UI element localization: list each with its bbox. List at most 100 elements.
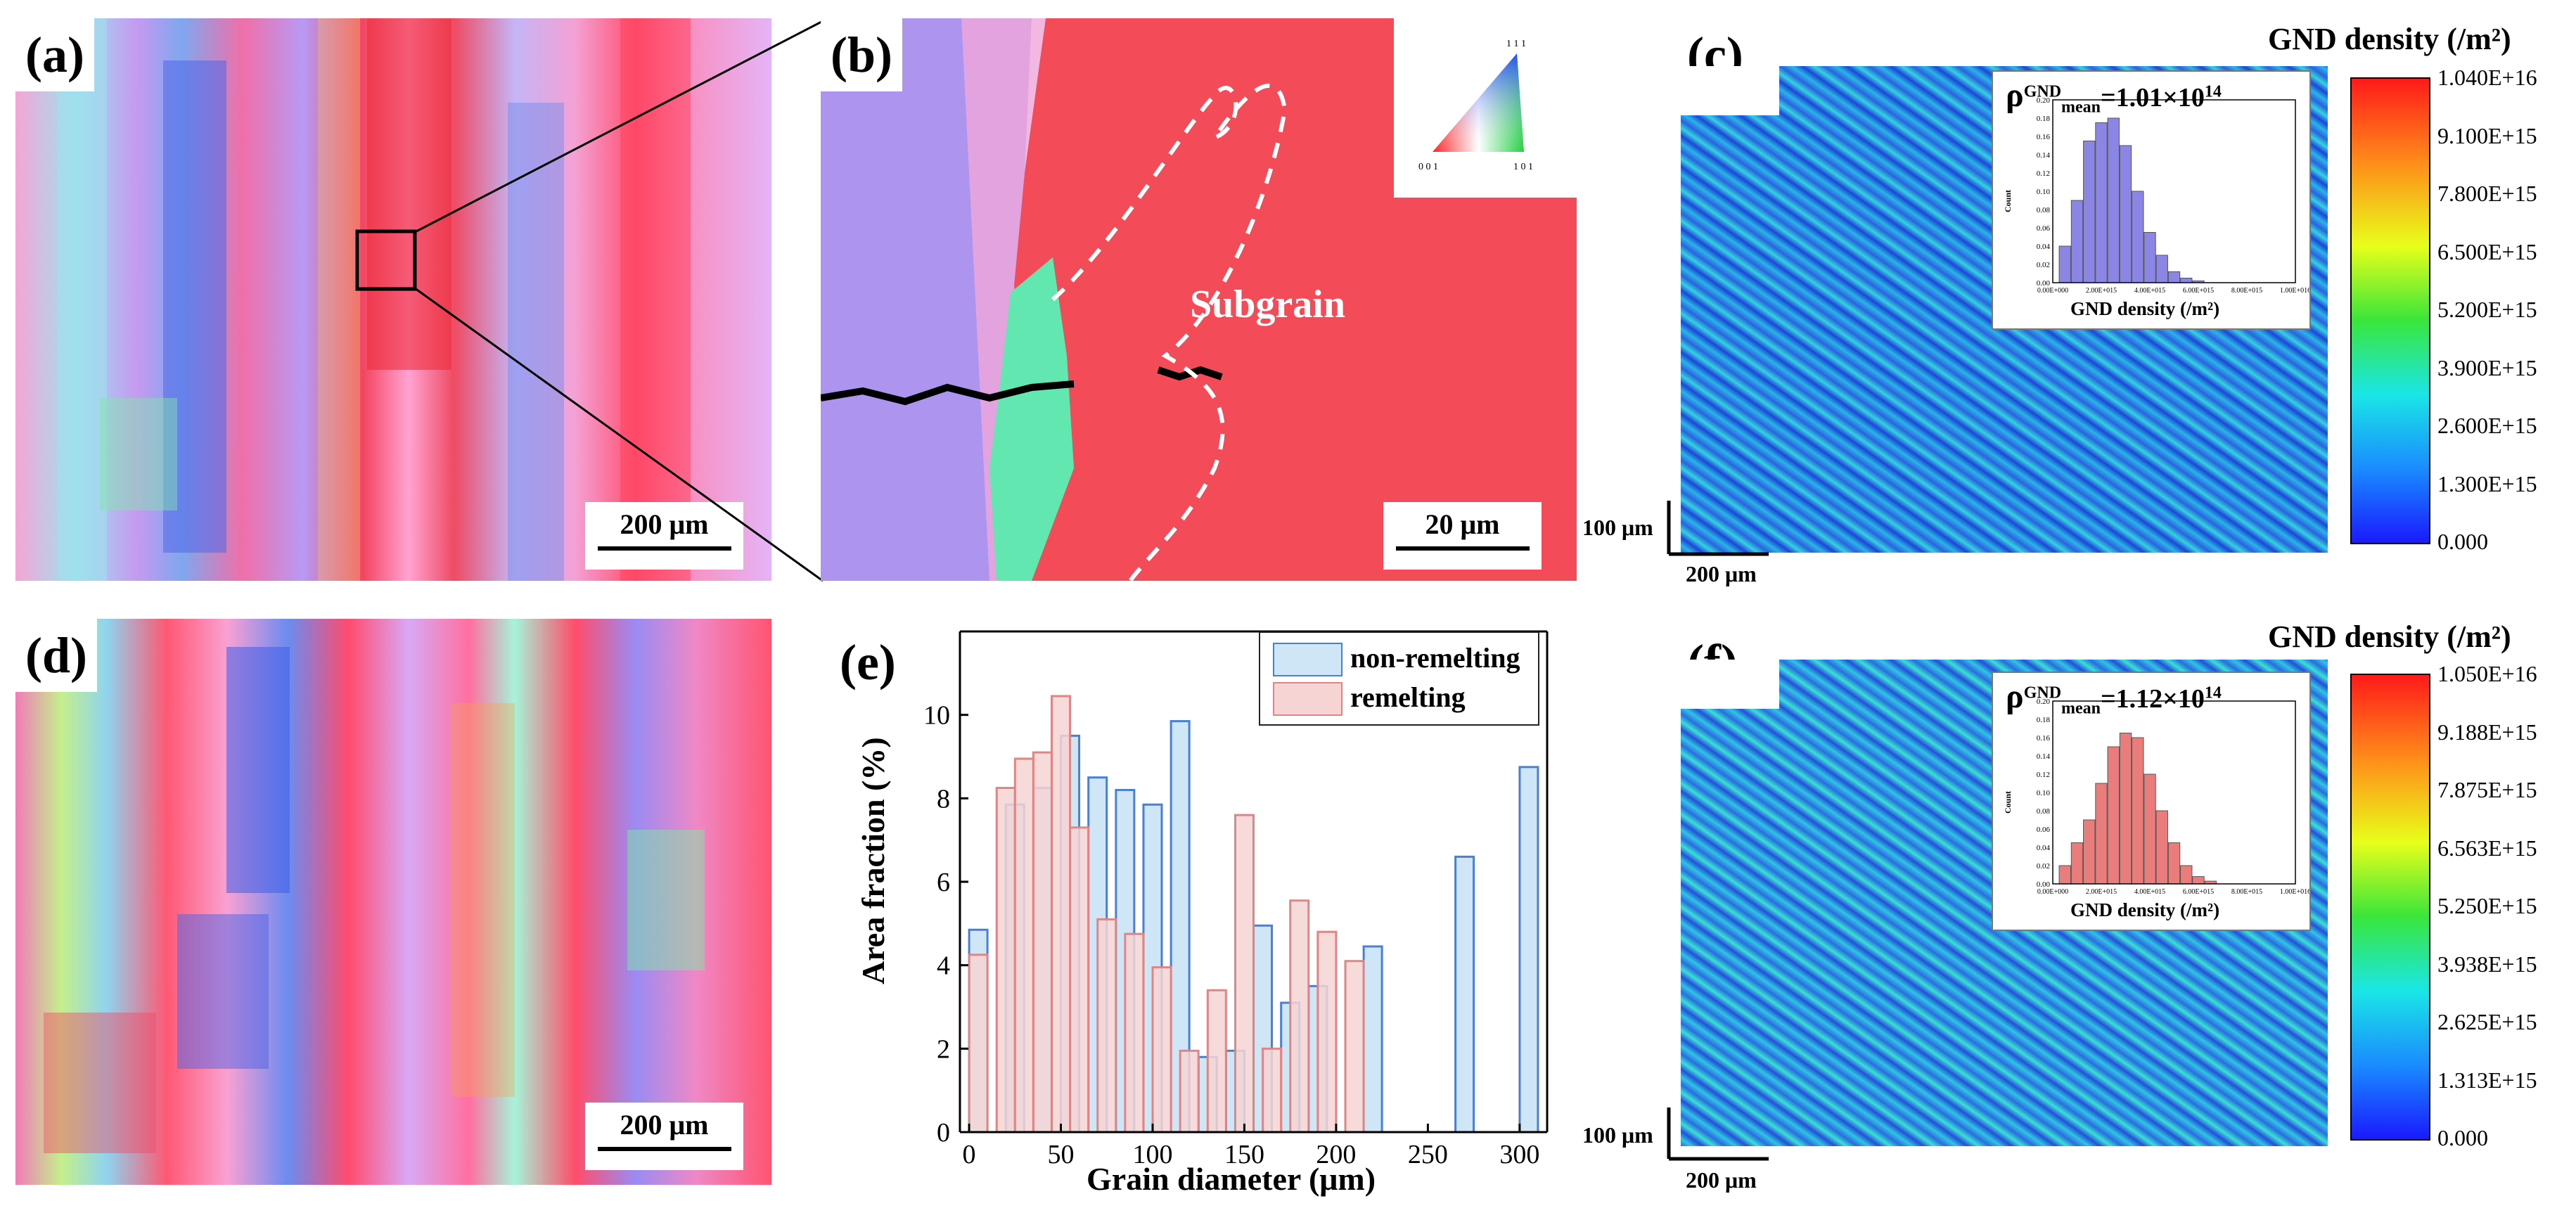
inset-c-ytick-5: 0.10 — [2037, 188, 2051, 196]
inset-f-ytick-9: 0.18 — [2037, 716, 2051, 724]
bar-remelting-3 — [1032, 751, 1053, 1134]
inset-f-ytick-7: 0.14 — [2037, 752, 2051, 761]
inset-f-ytick-0: 0.00 — [2037, 880, 2051, 889]
scale-bar-b: 20 μm — [1383, 502, 1542, 570]
ipf-label-101: 1 0 1 — [1513, 162, 1533, 172]
gnd-f-scale-x: 200 μm — [1686, 1167, 1757, 1193]
y-tick-label-5: 10 — [923, 701, 950, 731]
panel-label-a: (a) — [15, 18, 94, 91]
inset-c-ytick-9: 0.18 — [2037, 115, 2051, 123]
gnd-mean-f: ρGNDmean=1.12×1014 — [2006, 678, 2222, 718]
subgrain-boundary — [1051, 83, 1288, 581]
x-tick-label-5: 250 — [1408, 1140, 1448, 1169]
x-tick-label-1: 50 — [1048, 1140, 1075, 1169]
x-tick-label-6: 300 — [1499, 1140, 1539, 1169]
inset-c-ytick-8: 0.16 — [2037, 133, 2051, 141]
inset-c-xtick-5: 1.00E+016 — [2280, 287, 2309, 295]
inset-f-xtick-2: 4.00E+015 — [2134, 888, 2165, 896]
ipf-label-001: 0 0 1 — [1418, 162, 1438, 172]
y-tick-label-4: 8 — [937, 784, 950, 814]
inset-f-bar-3 — [2095, 783, 2108, 885]
colorbar-c — [2350, 77, 2430, 544]
bar-remelting-9 — [1179, 1049, 1200, 1134]
bar-remelting-8 — [1151, 966, 1172, 1134]
scale-bar-d-label: 200 μm — [620, 1109, 709, 1141]
colorbar-c-tick-4: 5.200E+15 — [2437, 297, 2537, 322]
colorbar-c-tick-8: 0.000 — [2437, 529, 2488, 554]
inset-f-ytick-3: 0.06 — [2037, 826, 2051, 834]
colorbar-f-tick-5: 3.938E+15 — [2437, 951, 2537, 977]
subgrain-label: Subgrain — [1190, 283, 1345, 326]
panel-label-e: (e) — [840, 634, 896, 691]
x-tick-label-0: 0 — [963, 1140, 976, 1169]
inset-f-ytick-5: 0.10 — [2037, 789, 2051, 797]
bar-remelting-15 — [1344, 960, 1365, 1134]
colorbar-c-tick-2: 7.800E+15 — [2437, 181, 2537, 206]
colorbar-f-tick-4: 5.250E+15 — [2437, 893, 2537, 918]
colorbar-f-tick-7: 1.313E+15 — [2437, 1067, 2537, 1093]
bar-remelting-5 — [1069, 826, 1090, 1134]
inset-c-ytick-4: 0.08 — [2037, 206, 2051, 214]
bar-non-remelting-13 — [1362, 945, 1383, 1134]
ipf-label-111: 1 1 1 — [1506, 39, 1526, 49]
inset-c-xtick-1: 2.00E+015 — [2086, 287, 2117, 295]
inset-f-frame — [2052, 700, 2296, 885]
bar-non-remelting-15 — [1518, 766, 1539, 1134]
inset-f-bar-11 — [2192, 876, 2205, 885]
inset-f-ytick-6: 0.12 — [2037, 771, 2050, 779]
inset-c-frame — [2052, 99, 2296, 283]
colorbar-c-tick-1: 9.100E+15 — [2437, 122, 2537, 148]
inset-c-ytick-10: 0.20 — [2037, 96, 2051, 105]
colorbar-f-tick-0: 1.050E+16 — [2437, 661, 2537, 686]
legend-label-non-remelting: non-remelting — [1350, 642, 1520, 674]
inset-c-xtick-0: 0.00E+000 — [2037, 287, 2068, 295]
bar-remelting-7 — [1124, 932, 1145, 1134]
colorbar-f-tick-1: 9.188E+15 — [2437, 719, 2537, 745]
inset-c-ytick-7: 0.14 — [2037, 151, 2051, 160]
inset-f-xtick-5: 1.00E+016 — [2280, 888, 2309, 896]
chart-xlabel: Grain diameter (μm) — [1087, 1161, 1376, 1197]
colorbar-c-tick-6: 2.600E+15 — [2437, 413, 2537, 438]
zoom-box — [355, 229, 417, 291]
y-tick-label-1: 2 — [937, 1034, 950, 1064]
scale-bar-d: 200 μm — [585, 1103, 743, 1170]
legend-swatch-remelting — [1273, 682, 1343, 716]
colorbar-f-tick-2: 7.875E+15 — [2437, 777, 2537, 802]
bar-remelting-14 — [1316, 930, 1338, 1134]
gnd-mean-c: ρGNDmean=1.01×1014 — [2006, 77, 2222, 117]
inset-f-xtick-1: 2.00E+015 — [2086, 888, 2117, 896]
colorbar-c-tick-0: 1.040E+16 — [2437, 65, 2537, 90]
panel-label-b: (b) — [821, 18, 902, 91]
ipf-map-b: 1 1 1 0 0 1 1 0 1 Subgrain (b) 20 μm — [821, 18, 1577, 581]
colorbar-c-tick-3: 6.500E+15 — [2437, 238, 2537, 264]
inset-f-bar-9 — [2167, 842, 2181, 885]
inset-f-bar-0 — [2058, 865, 2071, 885]
gnd-title-c: GND density (/m²) — [2268, 22, 2511, 56]
gnd-c-scale-y: 100 μm — [1582, 515, 1653, 540]
scale-bar-b-label: 20 μm — [1425, 508, 1500, 540]
legend-swatch-non-remelting — [1273, 643, 1343, 676]
inset-ylabel-f: Count — [2003, 790, 2013, 814]
inset-c-xtick-4: 8.00E+015 — [2231, 287, 2262, 295]
colorbar-c-tick-7: 1.300E+15 — [2437, 470, 2537, 496]
y-tick-label-2: 4 — [937, 951, 950, 981]
bar-remelting-13 — [1289, 899, 1310, 1134]
inset-xlabel-c: GND density (/m²) — [2070, 298, 2220, 319]
inset-f-ytick-8: 0.16 — [2037, 734, 2051, 743]
panel-label-d: (d) — [15, 619, 97, 692]
inset-f-bar-2 — [2083, 819, 2096, 885]
chart-ylabel: Area fraction (%) — [855, 737, 891, 984]
colorbar-c-tick-5: 3.900E+15 — [2437, 354, 2537, 380]
ipf-map-d: (d) 200 μm — [15, 619, 771, 1185]
inset-f-bar-10 — [2180, 865, 2193, 885]
legend-label-remelting: remelting — [1350, 681, 1466, 713]
bar-remelting-6 — [1096, 918, 1117, 1134]
bar-remelting-11 — [1233, 814, 1255, 1134]
x-tick-label-2: 100 — [1132, 1140, 1172, 1169]
inset-f-xtick-3: 6.00E+015 — [2183, 888, 2214, 896]
inset-f-xtick-0: 0.00E+000 — [2037, 888, 2068, 896]
inset-c-ytick-3: 0.06 — [2037, 224, 2051, 233]
inset-f-ytick-1: 0.02 — [2037, 862, 2050, 871]
gnd-title-f: GND density (/m²) — [2268, 619, 2511, 654]
